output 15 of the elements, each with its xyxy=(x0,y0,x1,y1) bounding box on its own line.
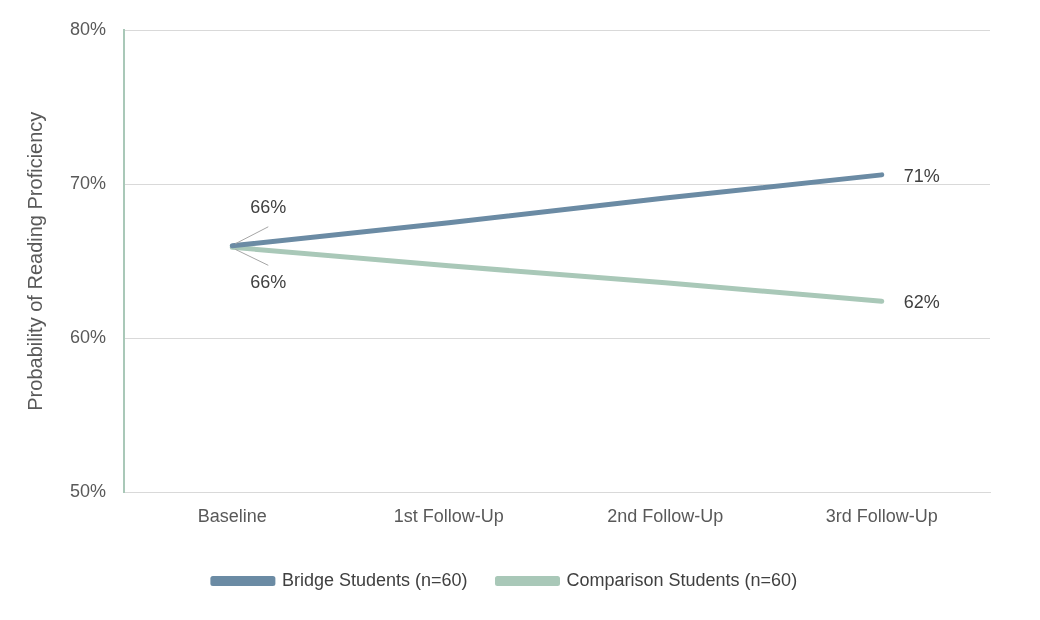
legend-label: Bridge Students (n=60) xyxy=(281,569,468,590)
data-label: 66% xyxy=(250,196,287,217)
y-axis-title: Probability of Reading Proficiency xyxy=(23,111,46,411)
x-tick-label: 3rd Follow-Up xyxy=(825,506,938,527)
data-label: 66% xyxy=(250,272,287,293)
x-tick-label: 2nd Follow-Up xyxy=(607,506,724,527)
y-tick-label: 60% xyxy=(70,327,107,348)
y-tick-label: 80% xyxy=(70,18,107,39)
data-label: 62% xyxy=(903,292,940,313)
y-tick-label: 50% xyxy=(70,481,107,502)
x-tick-label: 1st Follow-Up xyxy=(393,506,504,527)
y-tick-label: 70% xyxy=(70,173,107,194)
legend-label: Comparison Students (n=60) xyxy=(566,569,798,590)
data-label: 71% xyxy=(903,165,940,186)
x-tick-label: Baseline xyxy=(197,506,267,527)
